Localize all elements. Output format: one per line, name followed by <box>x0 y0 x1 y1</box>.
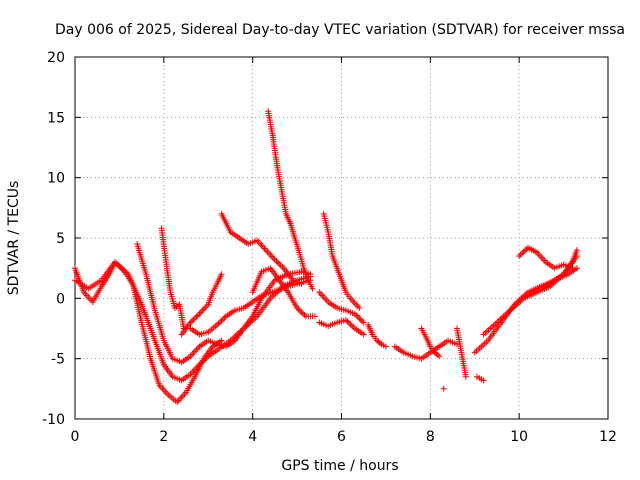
axis-ticks: 0 2 4 6 8 10 12 -10 -5 0 5 10 15 20 <box>42 50 617 445</box>
series-markers <box>474 373 487 384</box>
series-markers <box>158 225 187 332</box>
x-tick-label: 0 <box>71 429 80 445</box>
series-arc-11 <box>316 289 367 326</box>
x-tick-label: 6 <box>337 429 346 445</box>
series-arc-18 <box>474 373 487 384</box>
series-markers <box>249 265 318 320</box>
series-markers <box>320 210 363 311</box>
series-markers <box>542 247 580 290</box>
series-markers <box>391 337 460 362</box>
y-tick-label: 10 <box>47 171 65 187</box>
series-arc-22 <box>542 247 580 290</box>
series-markers <box>218 210 305 287</box>
series-arc-5 <box>178 271 225 338</box>
series-markers <box>418 325 443 360</box>
y-axis-label: SDTVAR / TECUs <box>6 181 22 296</box>
data-points <box>72 108 580 406</box>
series-markers <box>365 321 389 350</box>
x-tick-label: 4 <box>248 429 257 445</box>
series-arc-17 <box>454 325 469 380</box>
series-arc-13 <box>365 321 389 350</box>
series-markers <box>316 289 367 326</box>
series-arc-10 <box>320 210 363 311</box>
series-arc-14 <box>391 337 460 362</box>
series-markers <box>316 317 367 338</box>
y-tick-label: -10 <box>42 412 65 428</box>
series-markers <box>440 385 447 392</box>
y-tick-label: 5 <box>56 231 65 247</box>
series-arc-21 <box>516 244 576 272</box>
series-arc-7 <box>218 210 305 287</box>
series-arc-9 <box>249 265 318 320</box>
series-arc-15 <box>418 325 443 360</box>
y-tick-label: -5 <box>51 352 65 368</box>
chart-title: Day 006 of 2025, Sidereal Day-to-day VTE… <box>55 22 625 38</box>
x-tick-label: 8 <box>426 429 435 445</box>
series-markers <box>516 244 576 272</box>
series-markers <box>178 271 225 338</box>
series-arc-4 <box>158 225 187 332</box>
series-markers <box>454 325 469 380</box>
y-tick-label: 0 <box>56 291 65 307</box>
series-arc-16 <box>440 385 447 392</box>
y-tick-label: 15 <box>47 110 65 126</box>
x-tick-label: 10 <box>510 429 528 445</box>
series-markers <box>265 108 316 292</box>
x-axis-label: GPS time / hours <box>281 458 398 474</box>
y-tick-label: 20 <box>47 50 65 66</box>
series-arc-12 <box>316 317 367 338</box>
x-tick-label: 12 <box>599 429 617 445</box>
x-tick-label: 2 <box>159 429 168 445</box>
series-arc-8 <box>265 108 316 292</box>
